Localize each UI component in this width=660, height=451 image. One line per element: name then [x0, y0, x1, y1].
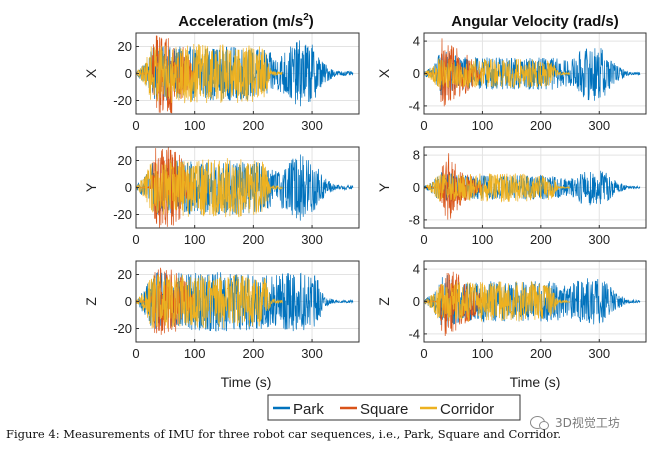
y-tick-label: -4: [408, 326, 420, 341]
x-tick-label: 300: [301, 232, 323, 247]
x-tick-label: 200: [243, 346, 265, 361]
y-tick-label: 0: [125, 66, 132, 81]
y-tick-label: -20: [113, 207, 132, 222]
y-axis-label: Y: [376, 182, 392, 192]
x-tick-label: 200: [243, 232, 265, 247]
series-trace-corridor: [136, 158, 283, 218]
watermark: 3D视觉工坊: [530, 414, 620, 431]
y-axis-label: Y: [83, 182, 99, 192]
x-tick-label: 300: [301, 118, 323, 133]
x-tick-label: 300: [588, 346, 610, 361]
x-tick-label: 300: [301, 346, 323, 361]
watermark-text: 3D视觉工坊: [555, 416, 620, 430]
legend-label-square: Square: [360, 401, 408, 418]
x-tick-label: 200: [530, 346, 552, 361]
figure-caption: Figure 4: Measurements of IMU for three …: [6, 427, 562, 441]
y-tick-label: 20: [118, 267, 132, 282]
x-tick-label: 0: [132, 118, 139, 133]
y-axis-label: Z: [83, 297, 99, 306]
y-tick-label: -4: [408, 98, 420, 113]
y-tick-label: -8: [408, 212, 420, 227]
x-tick-label: 300: [588, 118, 610, 133]
acceleration-title: Acceleration (m/s2): [178, 12, 314, 30]
y-tick-label: 4: [413, 262, 420, 277]
legend-label-park: Park: [293, 401, 324, 418]
x-axis-label-right: Time (s): [510, 374, 561, 390]
series-trace-corridor: [136, 43, 283, 104]
x-tick-label: 0: [420, 346, 427, 361]
y-tick-label: 8: [413, 148, 420, 163]
legend-label-corridor: Corridor: [440, 401, 494, 418]
y-tick-label: 20: [118, 39, 132, 54]
x-tick-label: 0: [420, 118, 427, 133]
x-tick-label: 0: [132, 346, 139, 361]
x-tick-label: 100: [472, 232, 494, 247]
legend-box: [267, 394, 521, 421]
y-tick-label: 0: [413, 180, 420, 195]
x-tick-label: 100: [472, 346, 494, 361]
angular-velocity-title: Angular Velocity (rad/s): [451, 13, 619, 30]
series-trace-corridor: [424, 173, 571, 203]
y-tick-label: -20: [113, 321, 132, 336]
x-tick-label: 0: [420, 232, 427, 247]
wechat-icon: [530, 416, 549, 430]
y-axis-label: X: [376, 68, 392, 78]
x-tick-label: 200: [243, 118, 265, 133]
x-tick-label: 200: [530, 118, 552, 133]
series-trace-corridor: [424, 280, 571, 322]
x-tick-label: 100: [184, 118, 206, 133]
series-trace-corridor: [424, 58, 571, 89]
y-tick-label: 20: [118, 153, 132, 168]
series-trace-corridor: [136, 274, 283, 329]
y-tick-label: 0: [413, 294, 420, 309]
y-tick-label: 0: [125, 294, 132, 309]
y-tick-label: 0: [413, 66, 420, 81]
y-axis-label: Z: [376, 297, 392, 306]
x-tick-label: 0: [132, 232, 139, 247]
legend: Park Square Corridor: [267, 394, 521, 421]
x-tick-label: 200: [530, 232, 552, 247]
x-tick-label: 300: [588, 232, 610, 247]
x-tick-label: 100: [184, 232, 206, 247]
x-axis-label-left: Time (s): [221, 374, 272, 390]
y-tick-label: 4: [413, 34, 420, 49]
y-tick-label: 0: [125, 180, 132, 195]
y-axis-label: X: [83, 68, 99, 78]
x-tick-label: 100: [184, 346, 206, 361]
x-tick-label: 100: [472, 118, 494, 133]
y-tick-label: -20: [113, 93, 132, 108]
